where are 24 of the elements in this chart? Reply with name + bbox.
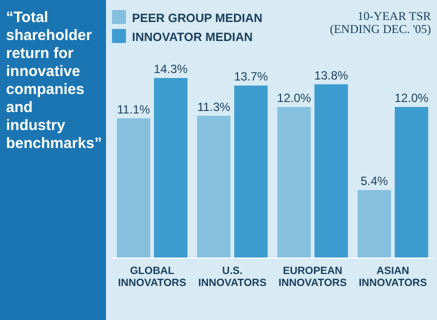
data-label: 12.0%	[277, 90, 312, 105]
chart-title: “Total shareholder return for innovative companies and industry benchmarks”	[6, 9, 102, 152]
x-tick-label: ASIAN INNOVATORS	[358, 265, 428, 289]
data-label: 13.8%	[314, 68, 349, 82]
legend-label: INNOVATOR MEDIAN	[132, 30, 253, 44]
bar	[314, 84, 348, 258]
bar	[234, 86, 268, 258]
legend-label: PEER GROUP MEDIAN	[132, 11, 262, 25]
chart-subtitle: 10-YEAR TSR (ENDING DEC. '05)	[330, 9, 431, 36]
bar	[277, 106, 311, 258]
data-label: 14.3%	[154, 62, 188, 76]
x-tick-label: EUROPEAN INNOVATORS	[278, 265, 347, 289]
bar	[197, 116, 231, 258]
bar	[394, 106, 428, 258]
bar	[154, 78, 188, 258]
data-label: 11.3%	[197, 100, 231, 114]
x-tick-label: U.S. INNOVATORS	[198, 265, 267, 289]
data-label: 5.4%	[360, 174, 388, 188]
data-label: 12.0%	[394, 90, 429, 105]
bar	[358, 190, 392, 258]
data-label: 13.7%	[234, 70, 268, 84]
bar	[116, 118, 150, 258]
x-tick-label: GLOBAL INNOVATORS	[118, 265, 186, 289]
data-label: 11.1%	[116, 102, 150, 116]
